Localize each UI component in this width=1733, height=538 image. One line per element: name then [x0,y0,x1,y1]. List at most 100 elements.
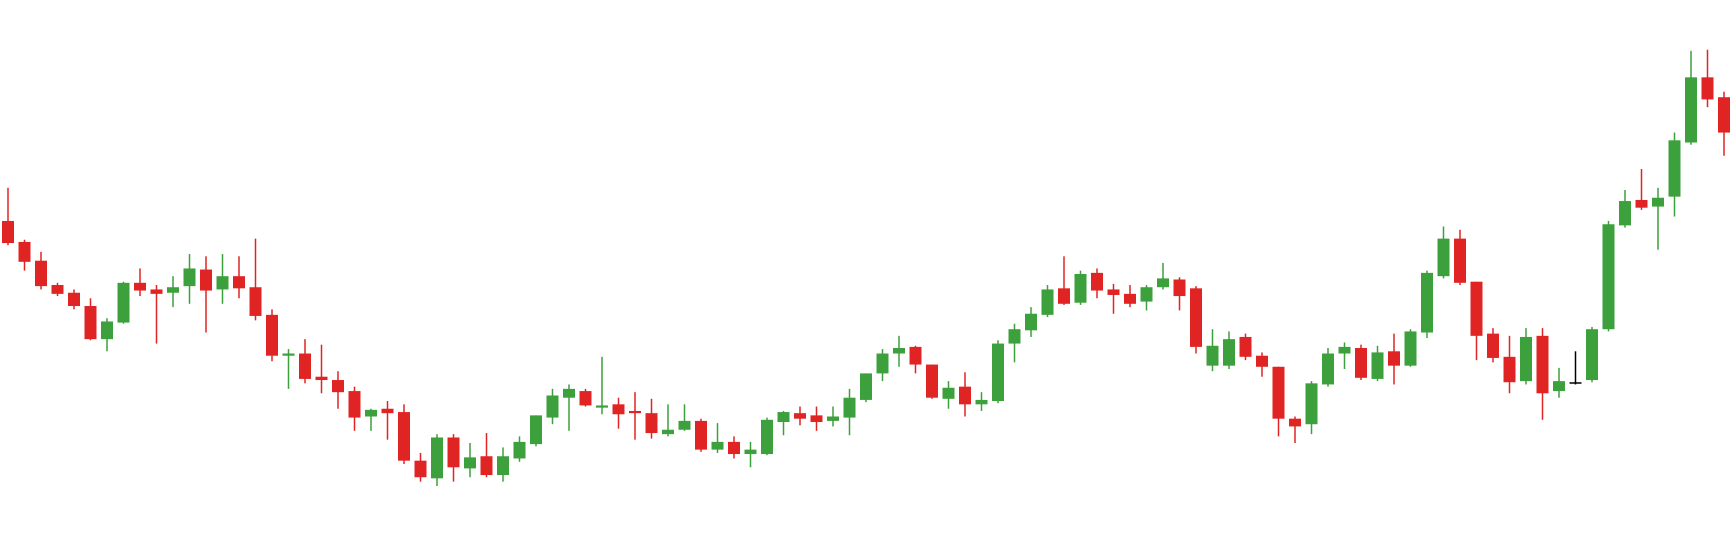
candle-body [1058,288,1070,304]
candle-body [332,380,344,393]
candle-body [1272,366,1285,419]
candle-body [315,376,328,381]
candle-body [1305,383,1318,425]
candle-body [695,420,707,450]
candle-body [1074,273,1087,303]
candle-body [1701,77,1714,100]
candle-body [1140,287,1153,302]
candle-body [530,415,542,445]
candle-body [84,306,97,340]
candle-body [1619,201,1631,226]
candle-body [1107,289,1120,295]
candle-body [1437,238,1450,277]
candle-body [1404,331,1417,366]
candle-body [1652,197,1664,207]
candle-body [926,364,938,398]
candle-body [612,404,625,415]
candle-body [381,408,394,414]
candle-body [200,269,212,291]
candle-body [150,289,163,294]
candle-body [1536,335,1549,394]
candle-body [1223,339,1235,366]
candle-body [513,441,526,459]
candle-body [1355,347,1367,378]
candle-body [827,416,839,421]
candle-body [1388,351,1400,366]
candle-body [843,397,856,418]
candle-body [216,276,229,290]
candle-body [497,456,509,476]
candle-body [447,437,460,468]
candle-body [1685,77,1697,143]
candle-body [348,391,361,418]
candle-body [1520,336,1532,382]
candle-body [645,413,658,434]
candle-body [1569,382,1582,384]
candle-body [546,395,559,418]
candle-body [678,420,691,430]
candle-body [975,399,988,405]
candle-body [777,412,790,423]
candle-body [744,449,757,455]
candle-body [1371,352,1384,379]
candle-body [942,387,955,399]
candle-body [1454,238,1466,283]
candle-body [1487,333,1499,358]
candle-body [2,220,14,244]
candle-body [1586,329,1598,381]
candle-body [35,260,47,287]
candle-body [101,321,113,340]
candle-body [1421,272,1433,333]
candle-body [1190,288,1202,347]
candle-body [1239,336,1252,357]
candle-body [1322,353,1334,385]
candle-body [959,386,971,405]
candle-body [1289,418,1301,427]
candle-body [596,405,608,408]
candle-body [480,456,493,476]
candle-body [299,353,311,379]
candle-body [1635,199,1648,208]
candle-body [1157,278,1169,288]
candle-body [365,409,377,417]
candle-body [183,268,196,287]
candle-body [728,441,740,455]
candle-body [249,287,262,316]
candle-body [1124,293,1136,304]
candle-body [711,441,724,450]
candle-body [266,314,278,356]
candle-body [563,388,575,398]
candle-body [431,437,443,479]
candle-body [1338,346,1351,354]
candle-body [860,373,872,400]
candle-body [1041,289,1054,315]
candle-body [1553,381,1565,392]
candle-body [1206,345,1219,366]
candle-body [1173,279,1186,297]
candle-body [662,429,674,435]
candle-body [992,343,1004,402]
candle-body [282,353,295,356]
candle-body [18,241,31,262]
candle-body [51,285,64,294]
candle-body [761,419,773,455]
candle-body [1008,329,1021,344]
candle-body [233,276,245,289]
candle-body [1025,313,1037,331]
candle-body [876,353,889,374]
candle-body [794,413,806,419]
candle-body [1503,356,1516,383]
candle-body [134,282,146,291]
candle-body [810,415,823,423]
candle-body [1470,281,1483,336]
candle-body [629,410,641,414]
candle-body [1256,355,1268,367]
candle-body [398,412,410,461]
candle-body [414,460,427,478]
candle-body [117,282,130,323]
candle-body [1091,272,1103,291]
candle-body [464,457,476,469]
candle-body [1668,140,1681,197]
candle-body [1602,224,1615,330]
